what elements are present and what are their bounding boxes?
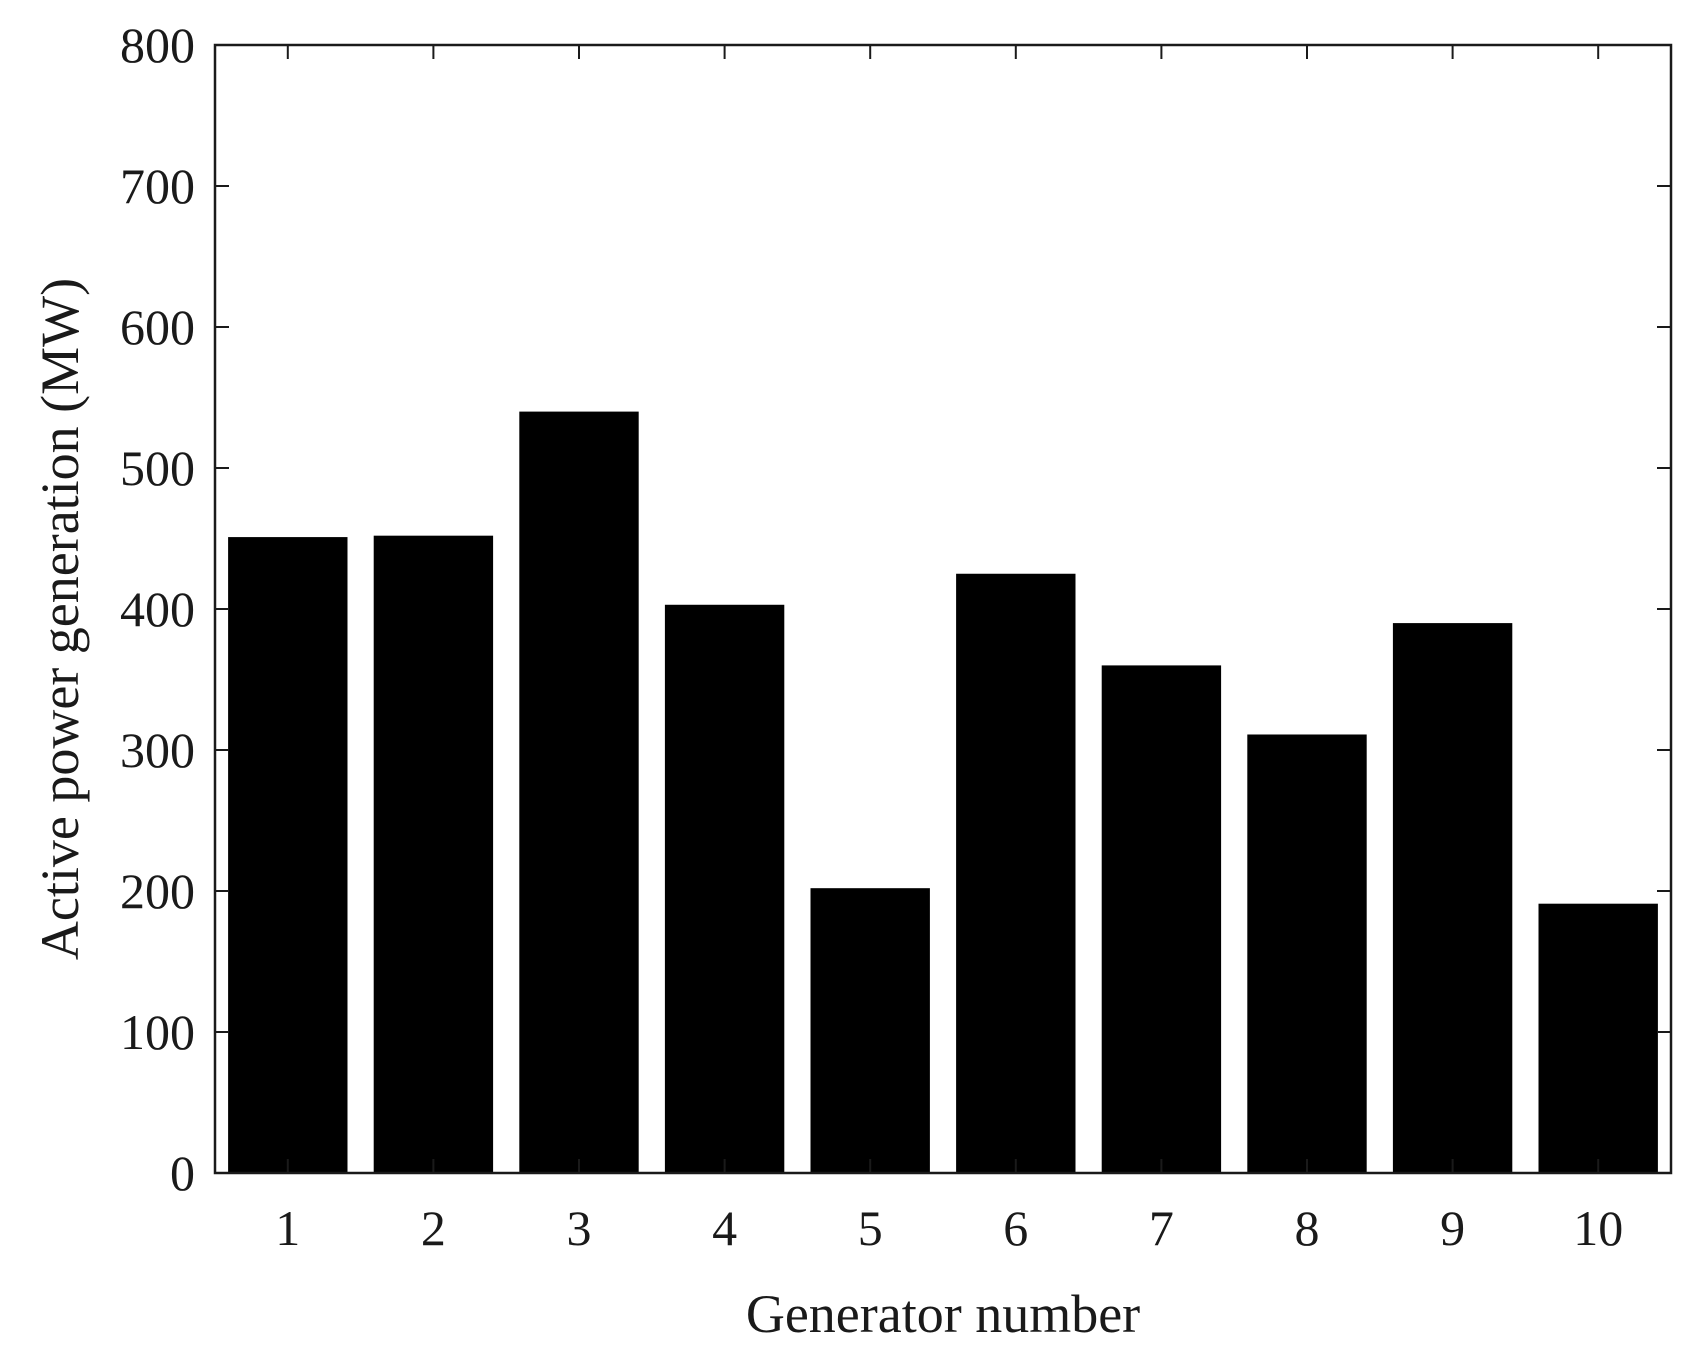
y-tick-label-200: 200 [120, 863, 195, 919]
x-tick-label-7: 7 [1149, 1200, 1174, 1256]
x-tick-label-10: 10 [1573, 1200, 1623, 1256]
y-tick-labels: 0 100 200 300 400 500 600 700 800 [120, 17, 195, 1201]
y-tick-label-100: 100 [120, 1004, 195, 1060]
x-tick-label-1: 1 [275, 1200, 300, 1256]
y-tick-label-800: 800 [120, 17, 195, 73]
x-axis-label: Generator number [746, 1284, 1140, 1344]
y-axis-label: Active power generation (MW) [30, 278, 90, 960]
bar-5 [810, 888, 930, 1173]
x-tick-label-9: 9 [1440, 1200, 1465, 1256]
x-tick-label-2: 2 [421, 1200, 446, 1256]
y-tick-label-500: 500 [120, 440, 195, 496]
bar-10 [1538, 903, 1658, 1173]
plot-frame [213, 43, 1673, 1175]
bar-2 [373, 535, 494, 1173]
bar-9 [1392, 623, 1513, 1173]
bar-4 [664, 604, 785, 1173]
bar-8 [1247, 734, 1367, 1173]
y-tick-label-0: 0 [170, 1145, 195, 1201]
bar-3 [519, 411, 639, 1174]
x-tick-label-3: 3 [567, 1200, 592, 1256]
y-tick-label-400: 400 [120, 581, 195, 637]
bars-group [228, 411, 1658, 1174]
x-tick-label-8: 8 [1295, 1200, 1320, 1256]
y-tick-label-300: 300 [120, 722, 195, 778]
x-tick-labels: 1 2 3 4 5 6 7 8 9 10 [275, 1200, 1623, 1256]
x-tick-label-6: 6 [1003, 1200, 1028, 1256]
y-tick-label-600: 600 [120, 299, 195, 355]
x-tick-label-4: 4 [712, 1200, 737, 1256]
bar-6 [956, 573, 1076, 1173]
x-tick-label-5: 5 [858, 1200, 883, 1256]
y-tick-label-700: 700 [120, 158, 195, 214]
bar-7 [1101, 665, 1222, 1173]
bar-1 [228, 537, 348, 1173]
